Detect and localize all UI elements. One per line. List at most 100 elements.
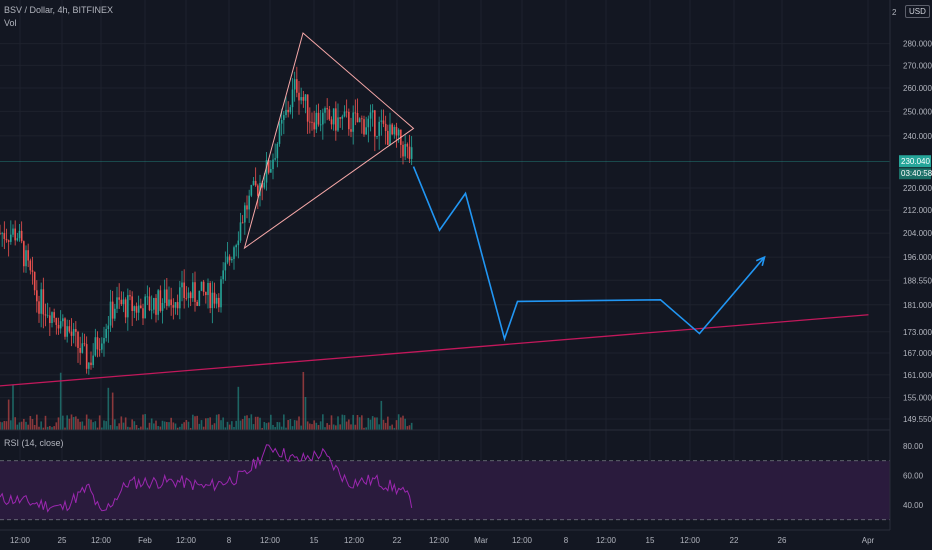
- volume-bar: [109, 425, 112, 430]
- candle-body: [267, 160, 270, 173]
- volume-bar: [337, 416, 339, 430]
- volume-bar: [200, 420, 203, 430]
- volume-bar: [187, 421, 190, 430]
- volume-bar: [150, 418, 153, 430]
- volume-bar: [94, 421, 97, 430]
- volume-bar: [376, 417, 378, 430]
- time-tick-label: 12:00: [596, 536, 617, 545]
- candle-body: [356, 113, 359, 123]
- candle-body: [408, 146, 411, 159]
- candle-body: [300, 97, 302, 101]
- candle-body: [343, 111, 346, 117]
- countdown-badge: [899, 168, 931, 180]
- candle-body: [176, 302, 179, 309]
- candle-body: [272, 159, 274, 170]
- volume-bar: [31, 419, 34, 430]
- candle-body: [42, 289, 45, 315]
- volume-label: Vol: [4, 18, 17, 28]
- candle-body: [345, 111, 348, 113]
- candle-body: [163, 289, 166, 303]
- candle-body: [287, 109, 289, 113]
- volume-bar: [389, 425, 391, 430]
- candle-body: [207, 282, 209, 296]
- candle-body: [196, 301, 198, 306]
- candle-body: [66, 326, 68, 337]
- volume-bar: [222, 417, 224, 430]
- candle-body: [179, 287, 181, 309]
- volume-bar: [302, 371, 305, 430]
- candle-body: [94, 337, 97, 356]
- candle-body: [157, 290, 159, 315]
- volume-bar: [166, 421, 168, 430]
- candle-body: [90, 362, 92, 366]
- volume-bar: [309, 423, 311, 430]
- volume-bar: [20, 421, 23, 430]
- currency-button[interactable]: USD: [905, 5, 930, 18]
- volume-bar: [395, 420, 398, 430]
- candle-body: [324, 108, 326, 113]
- triangle-pattern[interactable]: [243, 32, 415, 250]
- volume-bar: [194, 416, 196, 430]
- candle-body: [261, 182, 263, 188]
- rsi-title: RSI (14, close): [4, 438, 64, 448]
- candle-body: [148, 296, 151, 311]
- volume-bar: [23, 418, 25, 430]
- candle-body: [55, 317, 58, 325]
- projection-path[interactable]: [412, 166, 766, 342]
- volume-bar: [179, 426, 181, 430]
- volume-bar: [239, 420, 242, 430]
- time-tick-label: 12:00: [512, 536, 533, 545]
- volume-bar: [70, 414, 73, 430]
- volume-bar: [75, 416, 77, 430]
- candle-body: [371, 110, 374, 113]
- volume-bar: [272, 424, 274, 430]
- volume-bar: [0, 421, 1, 430]
- candle-body: [374, 110, 376, 137]
- candle-body: [315, 112, 318, 130]
- volume-bar: [33, 424, 36, 430]
- candle-body: [369, 112, 372, 119]
- volume-bar: [198, 423, 201, 430]
- candle-body: [246, 205, 248, 210]
- candle-body: [205, 291, 207, 296]
- candle-body: [174, 302, 177, 308]
- candle-body: [0, 233, 1, 234]
- volume-bar: [181, 423, 183, 430]
- time-tick-label: 8: [564, 536, 569, 545]
- price-tick-label: 149.550: [903, 415, 932, 424]
- volume-bar: [228, 424, 231, 430]
- candle-body: [283, 115, 285, 120]
- volume-bar: [55, 422, 58, 430]
- candle-body: [311, 121, 313, 123]
- price-tick-label: 260.000: [903, 84, 932, 93]
- candle-body: [27, 250, 29, 261]
- candle-body: [144, 296, 146, 319]
- volume-bar: [163, 421, 166, 430]
- candle-body: [322, 112, 324, 125]
- volume-bar: [289, 419, 292, 430]
- candle-body: [298, 92, 300, 101]
- candle-body: [51, 312, 53, 324]
- candle-body: [135, 306, 138, 313]
- volume-bar: [135, 424, 138, 430]
- price-tick-label: 204.000: [903, 229, 932, 238]
- volume-bar: [257, 416, 259, 430]
- volume-bar: [237, 386, 240, 430]
- candle-body: [335, 108, 337, 131]
- volume-bar: [144, 414, 146, 430]
- candle-body: [237, 240, 240, 246]
- volume-bar: [326, 423, 328, 430]
- volume-bar: [343, 415, 346, 430]
- volume-bar: [270, 414, 272, 430]
- candle-body: [244, 205, 246, 223]
- support-trendline[interactable]: [0, 314, 869, 387]
- time-tick-label: Mar: [474, 536, 488, 545]
- volume-bar: [235, 420, 237, 430]
- price-tick-label: 155.000: [903, 394, 932, 403]
- volume-bar: [64, 427, 66, 430]
- time-tick-label: 12:00: [429, 536, 450, 545]
- volume-bar: [88, 418, 90, 430]
- candle-body: [410, 147, 413, 159]
